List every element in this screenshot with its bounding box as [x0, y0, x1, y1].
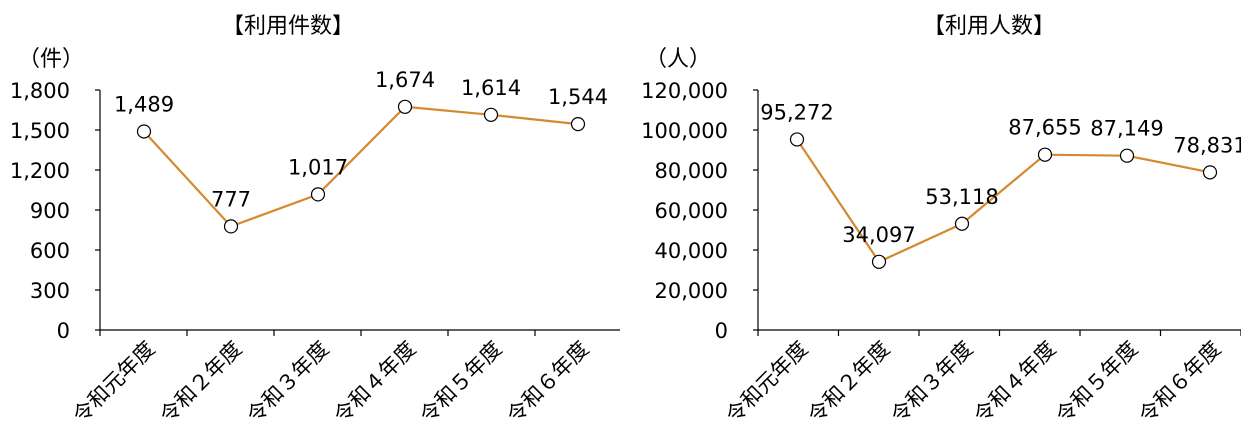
data-label: 87,149 — [1090, 117, 1163, 141]
data-label: 95,272 — [760, 100, 833, 124]
chart-title: 【利用人数】 — [923, 14, 1055, 39]
x-tick-label: 令和６年度 — [502, 337, 593, 428]
data-point — [1037, 147, 1053, 162]
data-point — [570, 117, 586, 132]
data-label: 1,674 — [375, 68, 435, 92]
y-tick-label: 600 — [30, 239, 70, 263]
data-label: 1,489 — [114, 92, 174, 116]
data-point — [789, 132, 805, 147]
y-tick-label: 1,800 — [10, 79, 70, 103]
data-label: 1,017 — [288, 155, 348, 179]
usage-count-chart-svg: 【利用件数】 （件） 0 300 600 900 1,200 1,500 1,800 令和元年… — [10, 14, 620, 428]
data-point — [1119, 148, 1135, 163]
x-tick-label: 令和元年度 — [721, 337, 812, 428]
data-label: 53,118 — [925, 185, 998, 209]
data-point — [954, 216, 970, 231]
y-tick-label: 120,000 — [641, 79, 728, 103]
y-tick-label: 80,000 — [655, 159, 728, 183]
data-label: 34,097 — [842, 223, 915, 247]
usage-people-chart: 【利用人数】 （人） 0 20,000 40,000 60,000 80,000 100,… — [621, 0, 1241, 444]
y-unit-label: （件） — [18, 47, 84, 72]
y-tick-label: 1,200 — [10, 159, 70, 183]
data-point — [223, 219, 239, 234]
data-label: 777 — [211, 187, 251, 211]
data-label: 1,614 — [461, 76, 521, 100]
x-tick-label: 令和４年度 — [969, 337, 1060, 428]
y-tick-label: 0 — [715, 319, 728, 343]
x-tick-label: 令和５年度 — [1051, 337, 1142, 428]
data-label: 1,544 — [548, 85, 608, 109]
y-tick-label: 100,000 — [641, 119, 728, 143]
series-line — [796, 138, 1211, 264]
series-line — [143, 105, 579, 228]
data-label: 87,655 — [1008, 116, 1081, 140]
data-point — [483, 107, 499, 122]
data-point — [871, 254, 887, 269]
usage-people-chart-svg: 【利用人数】 （人） 0 20,000 40,000 60,000 80,000 100,… — [641, 14, 1241, 428]
chart-title: 【利用件数】 — [222, 14, 354, 39]
y-tick-label: 1,500 — [10, 119, 70, 143]
x-tick-label: 令和元年度 — [68, 337, 159, 428]
x-tick-label: 令和４年度 — [329, 337, 420, 428]
y-tick-label: 20,000 — [655, 279, 728, 303]
data-point — [310, 187, 326, 202]
x-tick-label: 令和２年度 — [803, 337, 894, 428]
x-tick-label: 令和３年度 — [242, 337, 333, 428]
data-point — [136, 124, 152, 139]
y-tick-label: 60,000 — [655, 199, 728, 223]
usage-count-chart: 【利用件数】 （件） 0 300 600 900 1,200 1,500 1,800 令和元年… — [0, 0, 620, 444]
x-tick-label: 令和３年度 — [886, 337, 977, 428]
x-tick-label: 令和２年度 — [155, 337, 246, 428]
data-label: 78,831 — [1173, 133, 1241, 157]
y-tick-label: 300 — [30, 279, 70, 303]
x-tick-label: 令和５年度 — [415, 337, 506, 428]
y-tick-label: 900 — [30, 199, 70, 223]
y-unit-label: （人） — [645, 47, 711, 72]
y-tick-label: 40,000 — [655, 239, 728, 263]
data-point — [397, 99, 413, 114]
x-tick-label: 令和６年度 — [1134, 337, 1225, 428]
data-point — [1202, 165, 1218, 180]
y-tick-label: 0 — [57, 319, 70, 343]
